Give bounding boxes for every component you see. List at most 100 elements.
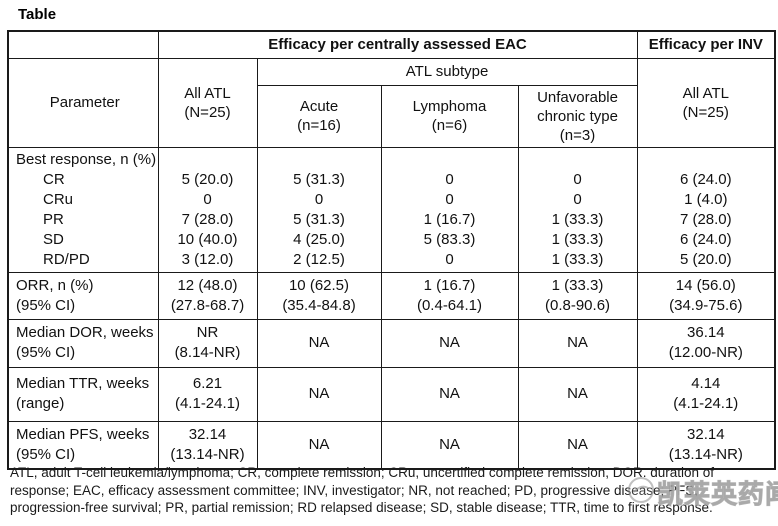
value-cr-lymphoma: 0: [445, 170, 454, 188]
value-cru-inv-all: 1 (4.0): [684, 190, 728, 208]
dor-lymphoma-na: NA: [439, 334, 460, 351]
value-rdpd-inv-all: 5 (20.0): [679, 250, 732, 268]
ttr-acute-na: NA: [308, 385, 330, 402]
efficacy-table: Efficacy per centrally assessed EAC Effi…: [7, 30, 777, 470]
cell-dor-eac-all: NR (8.14-NR): [157, 318, 258, 368]
header-acute-line2: (n=16): [297, 117, 341, 134]
cell-pfs-lymphoma: NA: [380, 420, 519, 470]
orr-unfavorable-line2: (0.8-90.6): [545, 296, 611, 314]
cell-dor-unfavorable: NA: [517, 318, 638, 368]
best-response-item-pr: PR: [43, 210, 64, 228]
spacer: [163, 150, 253, 170]
cell-pfs-acute: NA: [256, 420, 382, 470]
row-median-pfs: Median PFS, weeks (95% CI) 32.14 (13.14-…: [7, 420, 776, 470]
value-pr-acute: 5 (31.3): [293, 210, 345, 228]
pfs-lymphoma-na: NA: [439, 435, 460, 453]
best-response-item-cr: CR: [43, 170, 65, 188]
header-row-subtype: Parameter All ATL (N=25) ATL subtype All…: [7, 57, 776, 148]
header-unfavorable-line2: chronic type: [537, 107, 618, 125]
spacer: [262, 150, 377, 170]
value-pr-unfavorable: 1 (33.3): [551, 210, 604, 228]
ttr-label-line2: (range): [16, 395, 65, 412]
dor-unfavorable-na: NA: [567, 334, 588, 351]
pfs-eac-all-line1: 32.14: [188, 425, 227, 443]
header-all-atl-eac-line1: All ATL: [184, 84, 231, 102]
pfs-acute-na: NA: [308, 435, 330, 453]
dor-label-line2: (95% CI): [16, 344, 76, 361]
orr-acute-line1: 10 (62.5): [288, 276, 350, 294]
value-sd-inv-all: 6 (24.0): [679, 230, 732, 248]
cell-best-response-label: Best response, n (%) CR CRu PR SD RD/PD: [7, 146, 159, 273]
value-cr-eac-all: 5 (20.0): [181, 170, 234, 188]
value-pr-eac-all: 7 (28.0): [181, 210, 234, 228]
dor-eac-all-line2: (8.14-NR): [174, 344, 241, 361]
value-cr-acute: 5 (31.3): [293, 170, 345, 188]
cell-ttr-acute: NA: [256, 366, 382, 422]
cell-ttr-label: Median TTR, weeks (range): [7, 366, 159, 422]
pfs-inv-all-line2: (13.14-NR): [668, 445, 743, 463]
header-row-columns: Acute (n=16) Lymphoma (n=6) Unfavorable …: [8, 84, 775, 148]
header-row-groups: Efficacy per centrally assessed EAC Effi…: [7, 30, 776, 59]
orr-unfavorable-line1: 1 (33.3): [551, 276, 604, 294]
header-unfavorable-line3: (n=3): [559, 126, 596, 144]
ttr-inv-all-line1: 4.14: [691, 375, 721, 392]
ttr-label-line1: Median TTR, weeks: [16, 375, 150, 392]
cell-orr-inv-all: 14 (56.0) (34.9-75.6): [636, 271, 776, 320]
cell-best-response-acute: 5 (31.3) 0 5 (31.3) 4 (25.0) 2 (12.5): [256, 146, 382, 273]
spacer: [642, 150, 771, 170]
spacer: [523, 150, 633, 170]
cell-ttr-lymphoma: NA: [380, 366, 519, 422]
cell-dor-inv-all: 36.14 (12.00-NR): [636, 318, 776, 368]
cell-best-response-lymphoma: 0 0 1 (16.7) 5 (83.3) 0: [380, 146, 519, 273]
header-eac-group: Efficacy per centrally assessed EAC: [157, 30, 638, 59]
cell-orr-unfavorable: 1 (33.3) (0.8-90.6): [517, 271, 638, 320]
best-response-item-cru: CRu: [43, 190, 74, 208]
orr-eac-all-line2: (27.8-68.7): [170, 296, 245, 314]
dor-acute-na: NA: [308, 334, 330, 351]
header-atl-subtype: ATL subtype: [256, 57, 638, 86]
cell-best-response-eac-all: 5 (20.0) 0 7 (28.0) 10 (40.0) 3 (12.0): [157, 146, 258, 273]
header-all-atl-eac-line2: (N=25): [184, 103, 231, 121]
header-acute: Acute (n=16): [256, 84, 382, 148]
value-rdpd-unfavorable: 1 (33.3): [551, 250, 604, 268]
best-response-item-sd: SD: [43, 230, 64, 248]
ttr-unfavorable-na: NA: [567, 385, 588, 402]
pfs-eac-all-line2: (13.14-NR): [170, 445, 245, 463]
cell-pfs-inv-all: 32.14 (13.14-NR): [636, 420, 776, 470]
cell-dor-lymphoma: NA: [380, 318, 519, 368]
cell-ttr-inv-all: 4.14 (4.1-24.1): [636, 366, 776, 422]
value-cr-inv-all: 6 (24.0): [679, 170, 732, 188]
ttr-eac-all-line1: 6.21: [192, 375, 223, 392]
row-best-response: Best response, n (%) CR CRu PR SD RD/PD …: [7, 146, 776, 273]
header-lymphoma: Lymphoma (n=6): [380, 84, 519, 148]
spacer: [386, 150, 514, 170]
value-rdpd-eac-all: 3 (12.0): [181, 250, 234, 268]
row-median-ttr: Median TTR, weeks (range) 6.21 (4.1-24.1…: [7, 366, 776, 422]
value-cr-unfavorable: 0: [573, 170, 582, 188]
value-cru-lymphoma: 0: [445, 190, 454, 208]
cell-orr-lymphoma: 1 (16.7) (0.4-64.1): [380, 271, 519, 320]
header-inv-group: Efficacy per INV: [636, 30, 776, 59]
orr-eac-all-line1: 12 (48.0): [177, 276, 238, 294]
cell-dor-acute: NA: [256, 318, 382, 368]
header-lymphoma-line2: (n=6): [431, 117, 468, 134]
value-cru-unfavorable: 0: [573, 190, 582, 208]
header-acute-line1: Acute: [299, 98, 339, 115]
ttr-eac-all-line2: (4.1-24.1): [174, 395, 241, 412]
header-all-atl-inv-line2: (N=25): [682, 103, 729, 121]
pfs-inv-all-line1: 32.14: [687, 425, 725, 443]
header-parameter: Parameter: [7, 57, 159, 148]
best-response-label: Best response, n (%): [16, 150, 157, 168]
value-pr-inv-all: 7 (28.0): [679, 210, 732, 228]
ttr-inv-all-line2: (4.1-24.1): [673, 395, 739, 412]
dor-inv-all-line2: (12.00-NR): [668, 344, 743, 361]
value-cru-acute: 0: [314, 190, 324, 208]
orr-label-line1: ORR, n (%): [16, 276, 94, 294]
pfs-label-line2: (95% CI): [16, 445, 76, 463]
orr-inv-all-line1: 14 (56.0): [675, 276, 736, 294]
cell-ttr-eac-all: 6.21 (4.1-24.1): [157, 366, 258, 422]
cell-orr-eac-all: 12 (48.0) (27.8-68.7): [157, 271, 258, 320]
pfs-label-line1: Median PFS, weeks: [16, 425, 150, 443]
header-unfavorable-line1: Unfavorable: [537, 88, 618, 106]
pfs-unfavorable-na: NA: [567, 435, 588, 453]
